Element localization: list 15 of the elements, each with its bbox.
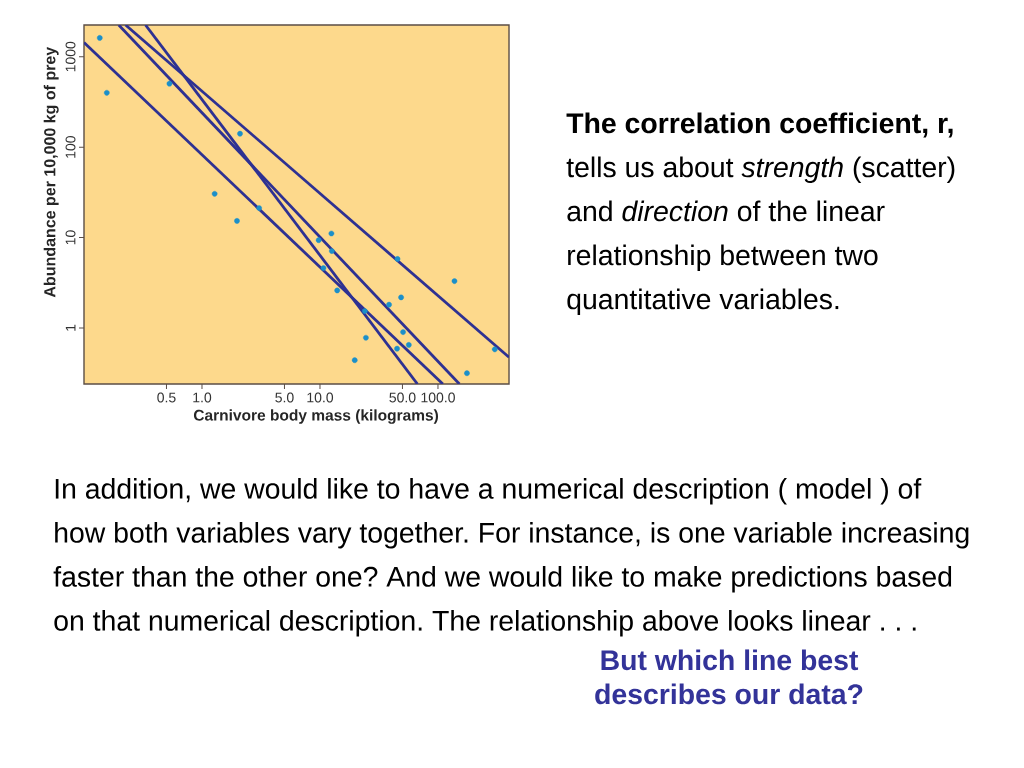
y-tick-label: 1000: [65, 41, 76, 72]
y-axis-title: Abundance per 10,000 kg of prey: [43, 46, 59, 298]
x-tick-label: 50.0: [389, 392, 416, 403]
text: The correlation coefficient, r, tells us about strength (scatter) and direction of the linear relationship between two quantitative variables.: [566, 112, 955, 315]
x-tick-label: 5.0: [275, 392, 294, 403]
text: But which line best describes our data?: [595, 649, 863, 705]
x-tick-label: 10.0: [307, 392, 334, 403]
x-axis-title: Carnivore body mass (kilograms): [193, 409, 439, 424]
y-tick-label: 100: [65, 136, 76, 158]
text: In addition, we would like to have a numerical description ( model ) of how both variables vary together. For instance, is one variable increasing faster than the other one? And we would like to make predictions based on that numerical description. The relationship above looks linear . . .: [53, 478, 969, 637]
y-tick-label: 1: [65, 324, 76, 331]
x-tick-label: 0.5: [157, 392, 176, 403]
y-tick-label: 10: [65, 230, 76, 245]
x-tick-label: 1.0: [193, 392, 212, 403]
x-tick-label: 100.0: [421, 392, 455, 403]
